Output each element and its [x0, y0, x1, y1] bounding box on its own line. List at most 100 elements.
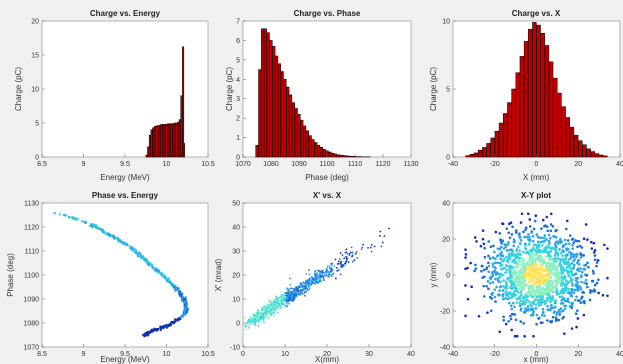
x-tick-label: 9: [82, 351, 86, 358]
scatter-point: [554, 299, 558, 302]
scatter-point: [268, 307, 271, 309]
scatter-point: [466, 266, 469, 270]
scatter-point: [254, 320, 257, 323]
scatter-point: [494, 273, 498, 276]
scatter-point: [535, 295, 539, 299]
scatter-point: [492, 265, 495, 268]
scatter-point: [553, 235, 557, 238]
y-tick-label: -40: [440, 345, 450, 352]
scatter-point: [593, 248, 597, 252]
scatter-point: [519, 221, 523, 224]
scatter-point: [514, 256, 518, 260]
scatter-point: [519, 308, 523, 312]
bar: [255, 145, 259, 158]
scatter-point: [535, 233, 539, 236]
scatter-point: [526, 251, 530, 255]
scatter-point: [509, 221, 513, 225]
y-tick-label: 50: [232, 201, 240, 208]
scatter-point: [592, 251, 596, 254]
scatter-point: [103, 231, 107, 234]
scatter-point: [300, 282, 302, 284]
scatter-point: [301, 288, 304, 290]
scatter-point: [583, 268, 586, 271]
scatter-point: [251, 321, 254, 324]
scatter-point: [593, 258, 597, 262]
bar: [175, 122, 178, 158]
scatter-point: [256, 317, 259, 319]
scatter-point: [567, 269, 570, 273]
bar: [540, 32, 545, 158]
y-tick-label: 0: [446, 155, 450, 162]
scatter-point: [549, 264, 552, 267]
scatter-point: [379, 234, 381, 237]
scatter-point: [367, 246, 369, 249]
scatter-point: [508, 269, 511, 272]
scatter-point: [341, 265, 344, 268]
scatter-point: [510, 307, 514, 311]
scatter-point: [595, 264, 598, 268]
scatter-point: [554, 274, 557, 278]
scatter-point: [159, 272, 162, 275]
scatter-point: [172, 283, 175, 286]
scatter-point: [482, 268, 486, 272]
scatter-point: [274, 305, 277, 308]
scatter-point: [556, 242, 560, 245]
scatter-point: [155, 328, 159, 332]
bar-series: [465, 22, 608, 158]
scatter-point: [552, 272, 556, 276]
scatter-point: [305, 273, 308, 275]
scatter-point: [516, 263, 520, 267]
scatter-point: [507, 231, 511, 235]
scatter-point: [590, 279, 594, 283]
scatter-point: [316, 278, 319, 280]
scatter-point: [549, 212, 553, 216]
x-tick-labels: 1070 1080 1090 1100 1110 1120 1130: [235, 154, 419, 168]
scatter-point: [520, 212, 524, 216]
scatter-point: [557, 308, 561, 312]
scatter-point: [481, 237, 485, 241]
scatter-point: [577, 258, 581, 262]
scatter-point: [282, 303, 285, 306]
scatter-point: [523, 235, 526, 239]
x-tick-label: 30: [365, 351, 373, 358]
scatter-point: [255, 315, 258, 318]
scatter-point: [295, 292, 298, 294]
scatter-point: [572, 241, 575, 244]
scatter-point: [539, 321, 543, 325]
scatter-point: [181, 296, 184, 299]
scatter-point: [537, 317, 540, 320]
scatter-point: [270, 304, 272, 307]
scatter-point: [71, 216, 74, 219]
scatter-point: [100, 228, 104, 231]
bar: [275, 55, 279, 158]
scatter-point: [515, 301, 519, 304]
scatter-point: [296, 292, 299, 294]
scatter-point: [546, 298, 550, 302]
scatter-point: [369, 246, 372, 249]
x-tick-label: 20: [574, 161, 582, 168]
scatter-point: [533, 271, 536, 274]
scatter-point: [250, 319, 252, 322]
scatter-point: [157, 269, 160, 272]
scatter-point: [289, 283, 292, 286]
scatter-point: [483, 295, 486, 298]
scatter-point: [519, 290, 523, 294]
scatter-point: [546, 280, 549, 283]
scatter-point: [68, 216, 71, 219]
scatter-point: [496, 254, 500, 257]
scatter-point: [583, 281, 586, 284]
x-tick-labels: 8.5 9 9.5 10 10.5: [37, 344, 215, 358]
scatter-point: [534, 252, 538, 256]
scatter-point: [343, 257, 346, 260]
bar: [152, 127, 155, 158]
bar: [311, 139, 315, 158]
scatter-point: [505, 255, 508, 259]
scatter-point: [184, 296, 188, 299]
scatter-point: [504, 291, 508, 294]
scatter-point: [502, 279, 506, 282]
bar: [473, 152, 479, 158]
scatter-point: [556, 318, 559, 322]
scatter-point: [536, 267, 540, 270]
scatter-point: [537, 255, 540, 259]
